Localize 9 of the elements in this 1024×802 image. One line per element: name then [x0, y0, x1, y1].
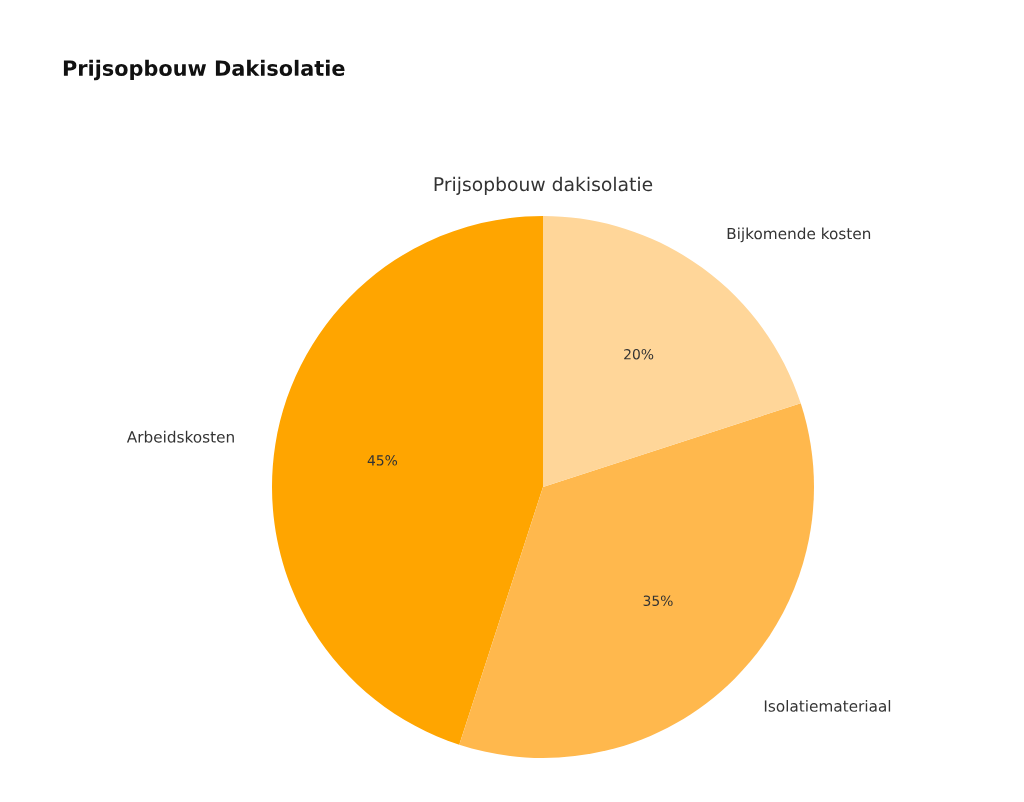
pie-slice [272, 216, 543, 745]
data-label: 45% [367, 455, 398, 466]
chart-subtitle: Prijsopbouw dakisolatie [434, 176, 653, 195]
data-label: 35% [643, 595, 673, 607]
data-label: 20% [624, 348, 654, 360]
slice-label: Isolatiemateriaal [764, 699, 891, 712]
slice-label: Bijkomende kosten [727, 227, 871, 243]
chart-title: Prijsopbouw Dakisolatie [63, 59, 345, 81]
slice-label: Arbeidskosten [126, 430, 234, 443]
